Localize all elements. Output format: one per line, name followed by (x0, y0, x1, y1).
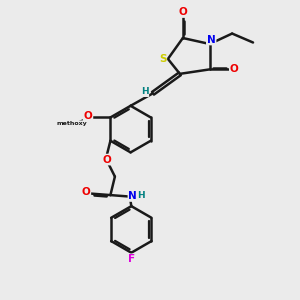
Text: methoxy: methoxy (56, 121, 87, 126)
Text: S: S (159, 54, 166, 64)
Text: O: O (178, 7, 187, 17)
Text: F: F (128, 254, 135, 264)
Text: O: O (82, 187, 90, 197)
Text: H: H (137, 191, 145, 200)
Text: O: O (84, 111, 92, 121)
Text: O: O (102, 154, 111, 165)
Text: H: H (141, 87, 148, 96)
Text: N: N (207, 34, 216, 44)
Text: O: O (230, 64, 239, 74)
Text: N: N (128, 191, 137, 201)
